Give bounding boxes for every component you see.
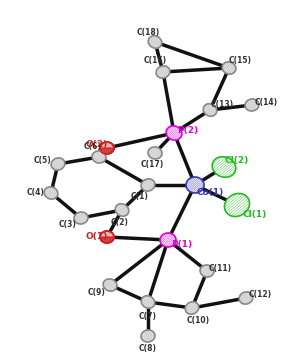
Ellipse shape (160, 233, 176, 247)
Ellipse shape (186, 177, 204, 193)
Text: O(2): O(2) (86, 140, 108, 150)
Ellipse shape (239, 292, 253, 304)
Ellipse shape (148, 36, 162, 48)
Ellipse shape (141, 330, 155, 342)
Text: C(1): C(1) (131, 192, 149, 200)
Ellipse shape (51, 158, 65, 170)
Ellipse shape (115, 204, 129, 216)
Ellipse shape (200, 265, 214, 277)
Ellipse shape (185, 302, 199, 314)
Text: P(2): P(2) (177, 126, 199, 135)
Ellipse shape (212, 157, 236, 177)
Polygon shape (100, 237, 114, 243)
Text: C(15): C(15) (228, 55, 251, 64)
Text: C(11): C(11) (208, 263, 232, 272)
Text: Cl(2): Cl(2) (225, 155, 249, 164)
Text: Cl(1): Cl(1) (243, 211, 267, 219)
Ellipse shape (100, 142, 114, 154)
Ellipse shape (141, 179, 155, 191)
Ellipse shape (92, 151, 106, 163)
Ellipse shape (166, 126, 182, 140)
Text: C(5): C(5) (34, 155, 52, 164)
Ellipse shape (44, 187, 58, 199)
Text: Co(1): Co(1) (196, 188, 224, 197)
Ellipse shape (148, 147, 162, 159)
Ellipse shape (224, 193, 249, 217)
Text: C(14): C(14) (255, 98, 278, 107)
Text: C(16): C(16) (144, 57, 166, 66)
Text: C(9): C(9) (88, 287, 106, 296)
Text: C(3): C(3) (59, 219, 77, 228)
Text: C(6): C(6) (84, 141, 102, 150)
Text: O(1): O(1) (86, 232, 108, 242)
Text: P(1): P(1) (171, 240, 193, 248)
Text: C(18): C(18) (136, 28, 160, 37)
Ellipse shape (156, 66, 170, 78)
Text: C(13): C(13) (210, 101, 234, 110)
Text: C(8): C(8) (139, 343, 157, 353)
Text: C(12): C(12) (249, 290, 272, 300)
Ellipse shape (74, 212, 88, 224)
Polygon shape (100, 148, 114, 154)
Text: C(10): C(10) (187, 315, 210, 324)
Text: C(17): C(17) (140, 160, 164, 169)
Ellipse shape (103, 279, 117, 291)
Ellipse shape (141, 296, 155, 308)
Ellipse shape (222, 62, 236, 74)
Ellipse shape (245, 99, 259, 111)
Ellipse shape (100, 231, 114, 243)
Ellipse shape (203, 104, 217, 116)
Text: C(2): C(2) (111, 218, 129, 227)
Text: C(7): C(7) (139, 311, 157, 320)
Text: C(4): C(4) (27, 189, 45, 198)
